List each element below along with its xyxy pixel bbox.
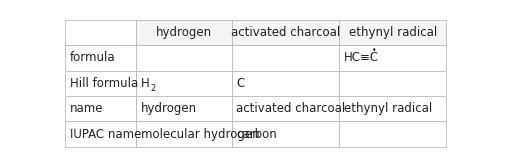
Text: ethynyl radical: ethynyl radical bbox=[344, 102, 432, 115]
Text: HC≡C: HC≡C bbox=[344, 51, 379, 64]
Bar bbox=[65, 20, 137, 45]
Text: carbon: carbon bbox=[236, 128, 277, 141]
Bar bbox=[137, 45, 232, 71]
Text: molecular hydrogen: molecular hydrogen bbox=[141, 128, 260, 141]
Bar bbox=[339, 45, 446, 71]
Bar bbox=[339, 96, 446, 121]
Text: ethynyl radical: ethynyl radical bbox=[348, 26, 437, 39]
Bar bbox=[232, 20, 339, 45]
Bar bbox=[232, 45, 339, 71]
Text: activated charcoal: activated charcoal bbox=[236, 102, 346, 115]
Bar bbox=[65, 45, 137, 71]
Text: C: C bbox=[236, 77, 245, 90]
Text: hydrogen: hydrogen bbox=[156, 26, 212, 39]
Bar bbox=[339, 71, 446, 96]
Text: hydrogen: hydrogen bbox=[141, 102, 197, 115]
Bar bbox=[137, 96, 232, 121]
Bar bbox=[232, 71, 339, 96]
Bar bbox=[232, 96, 339, 121]
Bar bbox=[137, 121, 232, 147]
Bar bbox=[339, 121, 446, 147]
Bar bbox=[232, 121, 339, 147]
Text: activated charcoal: activated charcoal bbox=[231, 26, 340, 39]
Text: name: name bbox=[70, 102, 104, 115]
Bar bbox=[65, 71, 137, 96]
Text: H: H bbox=[141, 77, 150, 90]
Bar bbox=[339, 20, 446, 45]
Text: •: • bbox=[371, 46, 376, 55]
Text: 2: 2 bbox=[150, 84, 155, 93]
Text: formula: formula bbox=[70, 51, 116, 64]
Bar bbox=[65, 96, 137, 121]
Text: Hill formula: Hill formula bbox=[70, 77, 139, 90]
Bar bbox=[65, 121, 137, 147]
Bar bbox=[137, 20, 232, 45]
Bar bbox=[137, 71, 232, 96]
Text: IUPAC name: IUPAC name bbox=[70, 128, 142, 141]
